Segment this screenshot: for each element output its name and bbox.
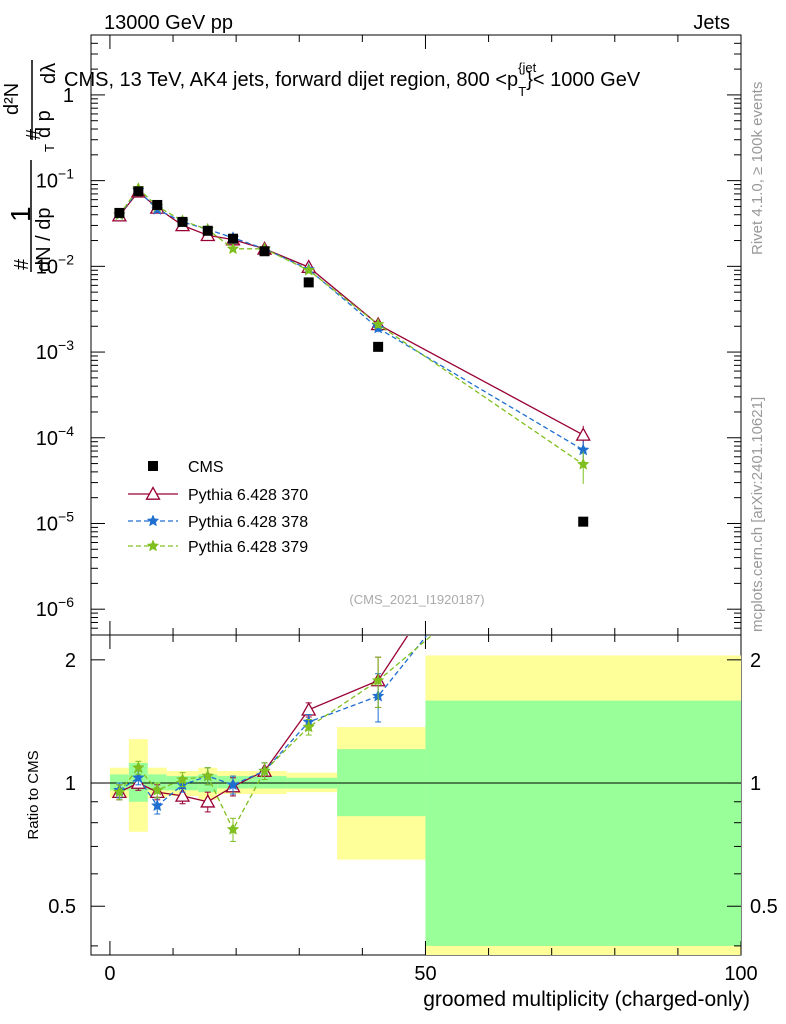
ratio-y-tick-label-left: 0.5	[48, 896, 76, 918]
main-y-tick-label: 10−5	[36, 508, 74, 535]
svg-text:dλ: dλ	[38, 63, 60, 84]
analysis-id-label: (CMS_2021_I1920187)	[349, 592, 484, 607]
legend-label: Pythia 6.428 379	[188, 539, 308, 556]
data-point	[114, 207, 125, 218]
svg-text:d²N: d²N	[1, 83, 23, 115]
svg-text:T: T	[42, 144, 57, 152]
legend-marker	[146, 514, 160, 527]
ratio-y-ticks: 0.5 0.5 1 1 2 2	[48, 650, 778, 947]
main-y-tick-label: 10−2	[36, 251, 74, 278]
data-point	[202, 225, 213, 236]
legend-marker	[145, 486, 161, 500]
ratio-point	[301, 701, 317, 716]
ratio-y-tick-label-right: 0.5	[750, 896, 778, 918]
x-tick-label: 100	[724, 963, 757, 985]
ratio-point	[371, 673, 385, 686]
main-y-tick-label: 10−4	[36, 423, 74, 450]
data-point	[259, 246, 270, 257]
ratio-point	[174, 788, 191, 802]
ratio-line-pythia-6-428-378	[119, 636, 428, 807]
ratio-point	[150, 799, 164, 812]
main-y-tick-label: 10−6	[36, 594, 74, 621]
rivet-label: Rivet 4.1.0, ≥ 100k events	[749, 82, 766, 255]
x-ticks: 0 50 100	[104, 35, 758, 985]
legend-item: Pythia 6.428 370	[128, 486, 308, 504]
main-y-axis-label: # 1 dN / dp T # d²N d p dλ	[1, 60, 60, 272]
ratio-point	[131, 761, 145, 774]
legend-label: Pythia 6.428 370	[188, 487, 308, 504]
ratio-point	[176, 772, 189, 785]
legend-marker	[148, 461, 158, 471]
ratio-y-tick-label-left: 1	[65, 773, 76, 795]
data-point	[227, 233, 238, 244]
ratio-inner-band	[425, 700, 741, 946]
svg-text:#: #	[11, 258, 33, 270]
ratio-series-group	[111, 362, 590, 842]
series-line-pythia-6-428-370	[118, 190, 584, 436]
svg-text:d p: d p	[33, 110, 55, 138]
legend-marker	[146, 539, 160, 552]
data-point	[177, 216, 188, 227]
svg-text:1: 1	[5, 206, 36, 222]
ratio-point	[258, 764, 271, 777]
process-label: Jets	[693, 12, 730, 34]
series-point	[576, 457, 590, 470]
ratio-y-axis-label: Ratio to CMS	[25, 750, 42, 839]
data-point	[373, 341, 384, 352]
data-point	[578, 516, 589, 527]
ratio-point	[131, 771, 145, 784]
ratio-inner-band	[248, 776, 287, 789]
energy-label: 13000 GeV pp	[104, 12, 233, 34]
plot-title: CMS, 13 TeV, AK4 jets, forward dijet reg…	[64, 60, 641, 99]
ratio-y-tick-label-left: 2	[65, 650, 76, 672]
series-point	[371, 317, 385, 330]
series-point	[302, 263, 316, 276]
main-y-tick-label: 10−3	[36, 337, 74, 364]
data-point	[152, 199, 163, 210]
legend-item: Pythia 6.428 378	[128, 514, 308, 531]
x-tick-label: 0	[104, 963, 115, 985]
ratio-point	[577, 362, 590, 374]
ratio-series-pythia-6-428-379	[113, 502, 589, 842]
series-line-pythia-6-428-379	[118, 187, 584, 465]
ratio-point	[113, 785, 126, 798]
x-tick-label: 50	[414, 963, 436, 985]
ratio-point	[201, 769, 215, 782]
legend-label: CMS	[188, 459, 224, 476]
ratio-point	[226, 822, 240, 835]
x-axis-label: groomed multiplicity (charged-only)	[423, 988, 750, 1011]
data-point	[303, 277, 314, 288]
svg-text:dN / dp: dN / dp	[33, 208, 55, 272]
ratio-uncertainty-bands	[109, 655, 741, 955]
main-y-ticks: 1 10−1 10−2 10−3 10−4 10−5 10−6	[36, 34, 741, 636]
ratio-point	[150, 783, 164, 796]
data-point	[133, 186, 144, 197]
legend-label: Pythia 6.428 378	[188, 514, 308, 531]
series-point	[575, 427, 591, 441]
legend-item: CMS	[148, 459, 224, 476]
mcplots-label: mcplots.cern.ch [arXiv:2401.10621]	[749, 397, 766, 632]
main-y-tick-label: 1	[63, 85, 74, 107]
ratio-point	[302, 720, 316, 733]
ratio-point	[578, 502, 589, 513]
legend: CMS Pythia 6.428 370 Pythia 6.428 378 Pythi…	[128, 459, 308, 556]
ratio-point	[226, 778, 240, 791]
ratio-y-tick-label-right: 2	[750, 650, 761, 672]
ratio-inner-band	[109, 774, 129, 791]
series-line-pythia-6-428-378	[118, 189, 584, 451]
legend-item: Pythia 6.428 379	[128, 539, 308, 556]
ratio-y-tick-label-right: 1	[750, 773, 761, 795]
series-cms	[114, 186, 589, 527]
ratio-line-pythia-6-428-370	[119, 636, 409, 803]
ratio-inner-band	[147, 774, 167, 791]
series-point	[226, 242, 240, 255]
ratio-point	[200, 793, 216, 808]
main-series-group	[111, 181, 591, 527]
svg-text:#: #	[23, 128, 45, 140]
main-y-tick-label: 10−1	[36, 166, 74, 193]
